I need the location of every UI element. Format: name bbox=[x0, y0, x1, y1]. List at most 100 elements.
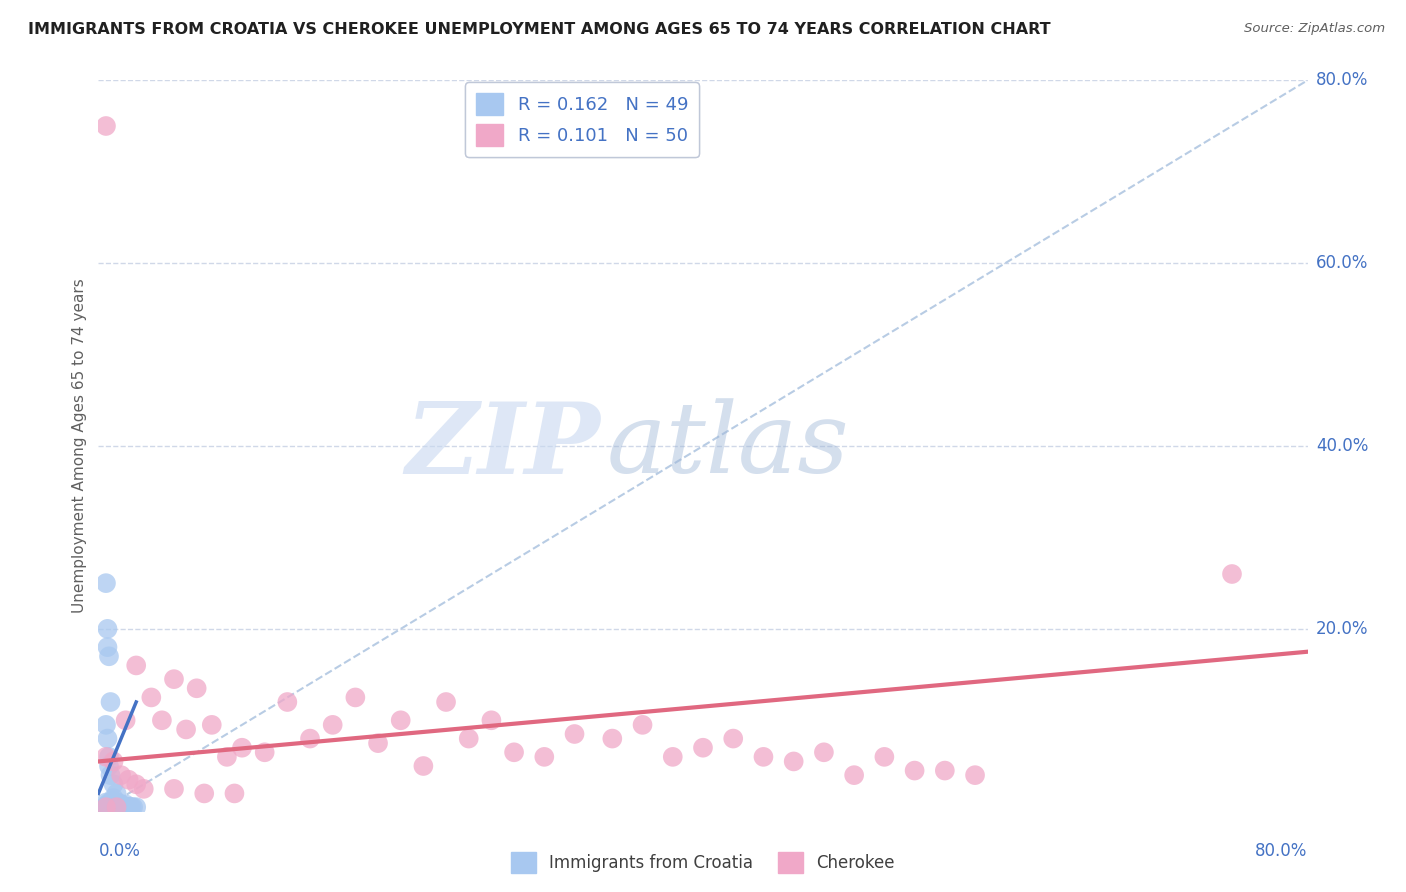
Point bbox=[276, 695, 298, 709]
Point bbox=[661, 749, 683, 764]
Point bbox=[114, 714, 136, 728]
Point bbox=[103, 755, 125, 769]
Point bbox=[322, 718, 344, 732]
Point bbox=[118, 772, 141, 787]
Point bbox=[602, 731, 624, 746]
Point bbox=[163, 781, 186, 796]
Point bbox=[94, 800, 117, 814]
Point bbox=[100, 800, 122, 814]
Point bbox=[101, 800, 124, 814]
Point bbox=[114, 800, 136, 814]
Point bbox=[98, 749, 121, 764]
Point bbox=[112, 800, 135, 814]
Point bbox=[110, 768, 132, 782]
Point bbox=[96, 731, 118, 746]
Point bbox=[141, 690, 163, 705]
Point bbox=[111, 798, 134, 813]
Point bbox=[103, 791, 125, 805]
Point bbox=[752, 749, 775, 764]
Point bbox=[150, 714, 173, 728]
Point bbox=[105, 800, 128, 814]
Point bbox=[94, 796, 117, 810]
Y-axis label: Unemployment Among Ages 65 to 74 years: Unemployment Among Ages 65 to 74 years bbox=[72, 278, 87, 614]
Point bbox=[94, 800, 117, 814]
Point bbox=[904, 764, 927, 778]
Point bbox=[101, 797, 124, 811]
Point bbox=[723, 731, 745, 746]
Point bbox=[457, 731, 479, 746]
Point bbox=[98, 759, 121, 773]
Point bbox=[163, 672, 186, 686]
Point bbox=[389, 714, 412, 728]
Point bbox=[253, 745, 276, 759]
Point bbox=[132, 781, 155, 796]
Point bbox=[813, 745, 835, 759]
Point bbox=[434, 695, 457, 709]
Point bbox=[121, 800, 143, 814]
Point bbox=[193, 787, 215, 801]
Text: 80.0%: 80.0% bbox=[1316, 71, 1368, 89]
Point bbox=[120, 800, 142, 814]
Point bbox=[108, 800, 131, 814]
Point bbox=[965, 768, 987, 782]
Point bbox=[103, 777, 125, 791]
Point bbox=[118, 800, 141, 814]
Point bbox=[94, 800, 117, 814]
Point bbox=[201, 718, 224, 732]
Text: 40.0%: 40.0% bbox=[1316, 437, 1368, 455]
Point bbox=[224, 787, 246, 801]
Point bbox=[98, 800, 121, 814]
Text: atlas: atlas bbox=[606, 399, 849, 493]
Point bbox=[101, 800, 124, 814]
Point bbox=[186, 681, 208, 696]
Text: 60.0%: 60.0% bbox=[1316, 254, 1368, 272]
Point bbox=[533, 749, 555, 764]
Point bbox=[783, 755, 806, 769]
Point bbox=[344, 690, 367, 705]
Legend: R = 0.162   N = 49, R = 0.101   N = 50: R = 0.162 N = 49, R = 0.101 N = 50 bbox=[465, 82, 699, 157]
Text: ZIP: ZIP bbox=[405, 398, 600, 494]
Point bbox=[692, 740, 714, 755]
Text: 80.0%: 80.0% bbox=[1256, 842, 1308, 860]
Point bbox=[122, 800, 145, 814]
Point bbox=[125, 800, 148, 814]
Point bbox=[94, 798, 117, 813]
Point bbox=[934, 764, 956, 778]
Point bbox=[110, 800, 132, 814]
Point bbox=[94, 800, 117, 814]
Point bbox=[103, 794, 125, 808]
Point bbox=[94, 576, 117, 591]
Point bbox=[100, 695, 122, 709]
Point bbox=[105, 797, 128, 812]
Point bbox=[412, 759, 434, 773]
Text: IMMIGRANTS FROM CROATIA VS CHEROKEE UNEMPLOYMENT AMONG AGES 65 TO 74 YEARS CORRE: IMMIGRANTS FROM CROATIA VS CHEROKEE UNEM… bbox=[28, 22, 1050, 37]
Text: 20.0%: 20.0% bbox=[1316, 620, 1368, 638]
Point bbox=[873, 749, 896, 764]
Point bbox=[107, 800, 129, 814]
Point bbox=[215, 749, 238, 764]
Point bbox=[100, 798, 122, 813]
Point bbox=[367, 736, 389, 750]
Point bbox=[103, 798, 125, 813]
Point bbox=[111, 800, 134, 814]
Point bbox=[174, 723, 197, 737]
Point bbox=[98, 797, 121, 812]
Point bbox=[114, 797, 136, 812]
Point bbox=[94, 718, 117, 732]
Point bbox=[564, 727, 586, 741]
Point bbox=[481, 714, 503, 728]
Point bbox=[115, 800, 138, 814]
Text: Source: ZipAtlas.com: Source: ZipAtlas.com bbox=[1244, 22, 1385, 36]
Point bbox=[105, 787, 128, 801]
Legend: Immigrants from Croatia, Cherokee: Immigrants from Croatia, Cherokee bbox=[505, 846, 901, 880]
Point bbox=[100, 768, 122, 782]
Point bbox=[125, 658, 148, 673]
Point bbox=[103, 800, 125, 814]
Point bbox=[110, 797, 132, 812]
Point bbox=[1220, 567, 1243, 582]
Text: 0.0%: 0.0% bbox=[98, 842, 141, 860]
Point bbox=[96, 622, 118, 636]
Point bbox=[98, 796, 121, 810]
Point bbox=[98, 649, 121, 664]
Point bbox=[105, 800, 128, 814]
